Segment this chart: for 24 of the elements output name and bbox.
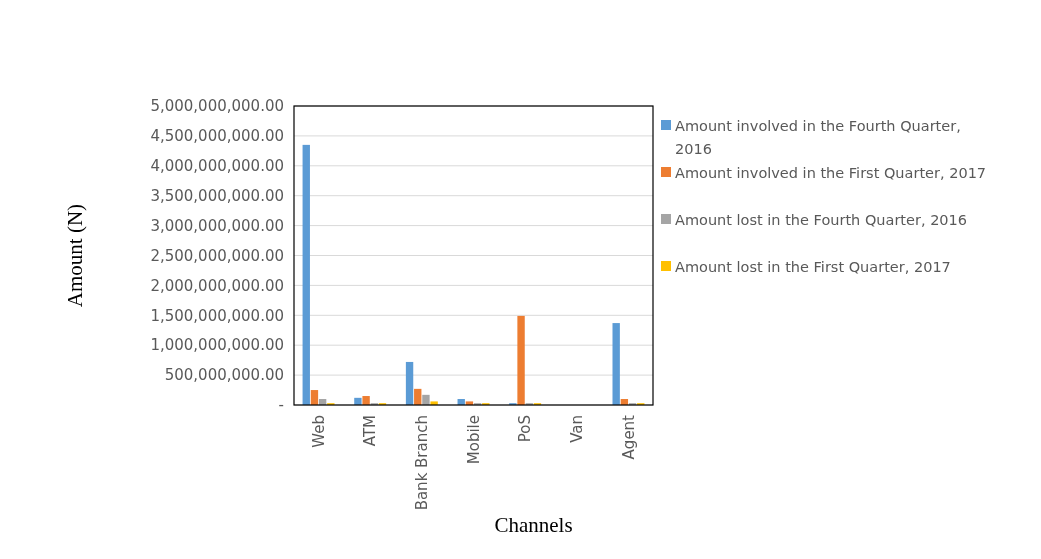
- y-tick-label: 1,500,000,000.00: [150, 306, 284, 325]
- x-axis-title: Channels: [494, 513, 573, 537]
- y-tick-label: 2,000,000,000.00: [150, 276, 284, 295]
- y-tick-label: 2,500,000,000.00: [150, 246, 284, 265]
- x-tick-label: Web: [309, 415, 328, 448]
- y-tick-label: 5,000,000,000.00: [150, 97, 284, 116]
- y-tick-label: 4,000,000,000.00: [150, 157, 284, 176]
- x-tick-label: ATM: [361, 415, 380, 447]
- legend-label: Amount involved in the First Quarter, 2017: [675, 165, 987, 182]
- x-tick-label: Mobile: [464, 415, 483, 465]
- y-tick-label: 4,500,000,000.00: [150, 127, 284, 146]
- x-tick-label: PoS: [516, 415, 535, 443]
- y-axis-title: Amount (N): [63, 203, 87, 308]
- y-tick-label: 3,000,000,000.00: [150, 216, 284, 235]
- x-tick-label: Agent: [619, 414, 638, 460]
- legend-label: Amount involved in the Fourth Quarter, 2016: [675, 118, 961, 158]
- y-tick-label: -: [278, 396, 284, 415]
- legend-label: Amount lost in the First Quarter, 2017: [675, 259, 951, 276]
- y-tick-label: 500,000,000.00: [164, 366, 284, 385]
- y-tick-label: 1,000,000,000.00: [150, 336, 284, 355]
- legend-label: Amount lost in the Fourth Quarter, 2016: [675, 212, 968, 229]
- x-tick-label: Bank Branch: [413, 415, 432, 511]
- y-tick-label: 3,500,000,000.00: [150, 186, 284, 205]
- x-tick-label: Van: [568, 415, 587, 443]
